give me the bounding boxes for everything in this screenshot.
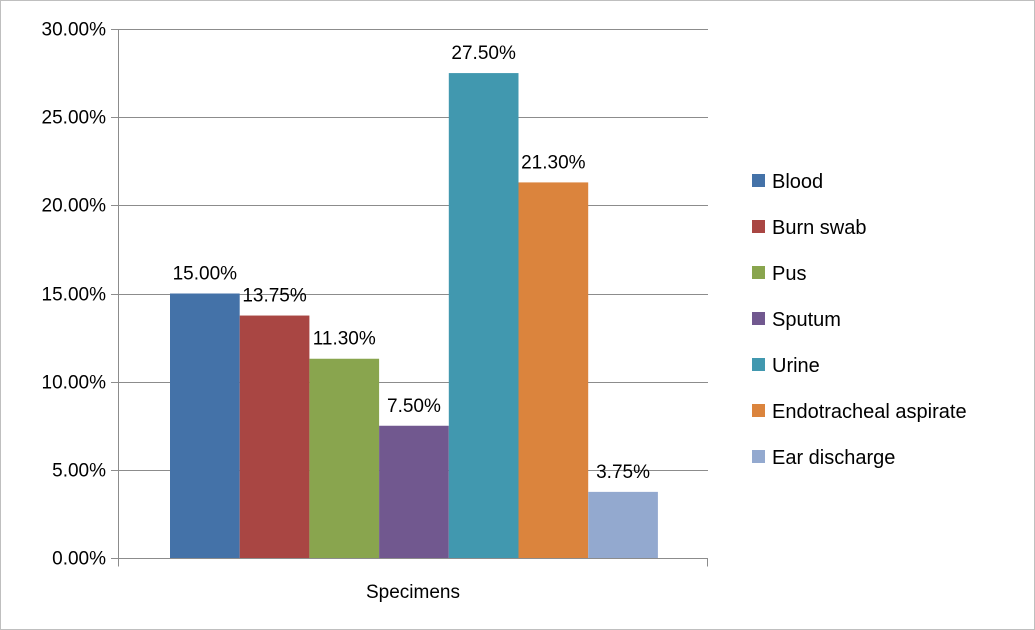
legend-label: Endotracheal aspirate (772, 401, 967, 423)
data-label: 3.75% (596, 462, 650, 483)
legend-swatch (752, 450, 765, 463)
data-labels: 15.00%13.75% 11.30% 7.50% 27.50% 21.30% 3.75% (173, 43, 650, 483)
bar-blood (170, 293, 240, 558)
y-tick-label: 15.00% (42, 285, 107, 306)
y-tick-label: 25.00% (42, 108, 107, 129)
legend-label: Blood (772, 171, 823, 193)
bar-ear-discharge (588, 491, 658, 558)
legend-swatch (752, 404, 765, 417)
bar-burn-swab (239, 315, 310, 558)
legend-swatch (752, 358, 765, 371)
legend-label: Pus (772, 263, 806, 285)
legend-swatch (752, 266, 765, 279)
data-label: 11.30% (313, 329, 376, 350)
y-tick-label: 30.00% (42, 20, 107, 41)
data-label: 15.00% (173, 264, 238, 285)
data-label: 13.75% (242, 286, 307, 307)
legend: Blood Burn swab Pus Sputum Urine Endotracheal… (752, 171, 967, 469)
legend-label: Burn swab (772, 217, 867, 239)
bars (170, 73, 658, 558)
legend-swatch (752, 220, 765, 233)
y-tick-label: 20.00% (42, 196, 107, 217)
y-tick-label: 5.00% (52, 461, 106, 482)
legend-label: Ear discharge (772, 447, 895, 469)
data-label: 7.50% (387, 396, 441, 417)
legend-label: Sputum (772, 309, 841, 331)
data-label: 21.30% (521, 152, 586, 173)
legend-swatch (752, 312, 765, 325)
x-category-label: Specimens (366, 582, 460, 603)
data-label: 27.50% (451, 43, 516, 64)
axes: 0.00% 5.00% 10.00% 15.00% 20.00% 25.00% 30.00%… (42, 20, 708, 603)
legend-swatch (752, 174, 765, 187)
bar-sputum (379, 425, 449, 558)
y-tick-label: 0.00% (52, 549, 106, 570)
bar-urine (448, 73, 519, 558)
y-tick-label: 10.00% (42, 373, 107, 394)
bar-pus (309, 358, 380, 558)
legend-label: Urine (772, 355, 820, 377)
bar-endotracheal-aspirate (518, 182, 589, 558)
